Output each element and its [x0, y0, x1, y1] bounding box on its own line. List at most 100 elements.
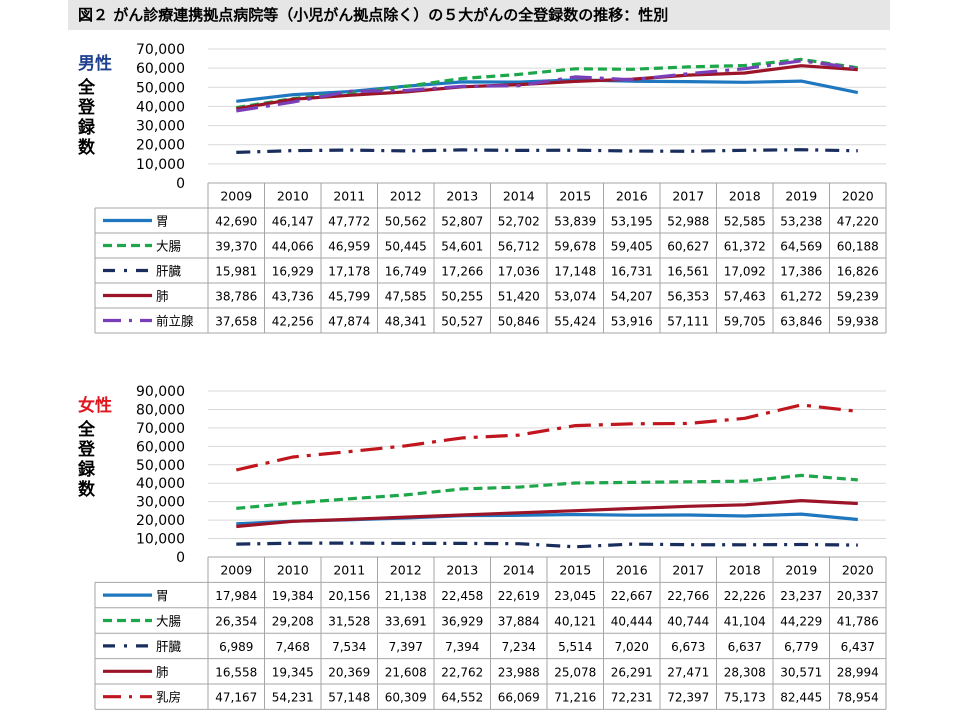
- data-label: 21,608: [385, 665, 427, 679]
- data-label: 41,104: [724, 615, 766, 629]
- legend-label: 胃: [156, 588, 169, 603]
- y-axis-label: 全登録数: [77, 77, 96, 158]
- legend-label: 大腸: [156, 239, 182, 254]
- data-label: 19,345: [272, 665, 314, 679]
- data-label: 26,354: [215, 615, 257, 629]
- x-tick-label: 2018: [729, 563, 761, 578]
- y-tick-label: 70,000: [136, 421, 185, 437]
- x-tick-label: 2014: [503, 189, 535, 204]
- data-label: 45,799: [328, 290, 370, 304]
- data-label: 38,786: [215, 290, 257, 304]
- data-label: 46,147: [272, 215, 314, 229]
- data-label: 50,445: [385, 240, 427, 254]
- data-label: 6,437: [841, 640, 875, 654]
- data-label: 7,394: [445, 640, 479, 654]
- data-label: 72,231: [611, 691, 653, 705]
- x-tick-label: 2014: [503, 563, 535, 578]
- data-label: 66,069: [498, 691, 540, 705]
- data-label: 57,463: [724, 290, 766, 304]
- data-label: 52,585: [724, 215, 766, 229]
- data-label: 6,779: [784, 640, 818, 654]
- data-label: 16,558: [215, 665, 257, 679]
- data-label: 37,884: [498, 615, 540, 629]
- y-tick-label: 50,000: [136, 458, 185, 474]
- data-label: 41,786: [837, 615, 879, 629]
- x-tick-label: 2010: [277, 563, 309, 578]
- x-tick-label: 2013: [446, 563, 478, 578]
- data-label: 60,188: [837, 240, 879, 254]
- data-label: 40,121: [554, 615, 596, 629]
- data-label: 46,959: [328, 240, 370, 254]
- data-label: 47,585: [385, 290, 427, 304]
- data-label: 44,066: [272, 240, 314, 254]
- data-label: 7,468: [276, 640, 310, 654]
- y-tick-label: 60,000: [136, 61, 185, 77]
- legend-label: 肝臓: [156, 264, 182, 279]
- series-line: [236, 59, 859, 113]
- data-label: 17,036: [498, 265, 540, 279]
- data-label: 21,138: [385, 589, 427, 603]
- data-label: 17,092: [724, 265, 766, 279]
- data-label: 20,369: [328, 665, 370, 679]
- y-tick-label: 0: [176, 550, 185, 566]
- data-label: 59,678: [554, 240, 596, 254]
- data-label: 52,807: [441, 215, 483, 229]
- x-tick-label: 2020: [842, 563, 874, 578]
- data-label: 25,078: [554, 665, 596, 679]
- y-tick-label: 20,000: [136, 138, 185, 154]
- x-tick-label: 2011: [333, 563, 365, 578]
- data-label: 40,744: [667, 615, 709, 629]
- x-tick-label: 2009: [220, 563, 252, 578]
- data-label: 60,627: [667, 240, 709, 254]
- data-label: 59,938: [837, 315, 879, 329]
- data-label: 60,309: [385, 691, 427, 705]
- data-label: 37,658: [215, 315, 257, 329]
- y-tick-label: 60,000: [136, 439, 185, 455]
- data-label: 56,712: [498, 240, 540, 254]
- x-tick-label: 2015: [559, 189, 591, 204]
- data-label: 33,691: [385, 615, 427, 629]
- y-tick-label: 50,000: [136, 80, 185, 96]
- data-label: 42,256: [272, 315, 314, 329]
- data-label: 61,272: [780, 290, 822, 304]
- x-tick-label: 2012: [390, 563, 422, 578]
- data-label: 16,749: [385, 265, 427, 279]
- data-label: 6,637: [728, 640, 762, 654]
- data-label: 20,337: [837, 589, 879, 603]
- data-label: 71,216: [554, 691, 596, 705]
- legend-label: 肺: [156, 289, 169, 304]
- data-label: 55,424: [554, 315, 596, 329]
- y-tick-label: 20,000: [136, 513, 185, 529]
- x-tick-label: 2016: [616, 563, 648, 578]
- data-label: 7,020: [615, 640, 649, 654]
- legend-label: 大腸: [156, 614, 182, 629]
- data-label: 57,148: [328, 691, 370, 705]
- data-label: 22,458: [441, 589, 483, 603]
- data-label: 44,229: [780, 615, 822, 629]
- gender-label: 女性: [78, 395, 112, 416]
- data-label: 16,561: [667, 265, 709, 279]
- y-tick-label: 10,000: [136, 532, 185, 548]
- data-label: 16,826: [837, 265, 879, 279]
- data-label: 53,074: [554, 290, 596, 304]
- gender-label: 男性: [78, 53, 112, 74]
- data-label: 53,916: [611, 315, 653, 329]
- series-line: [235, 403, 858, 472]
- data-label: 16,731: [611, 265, 653, 279]
- y-tick-label: 40,000: [136, 476, 185, 492]
- data-label: 53,195: [611, 215, 653, 229]
- legend-label: 肺: [156, 664, 169, 679]
- data-label: 22,762: [441, 665, 483, 679]
- data-label: 15,981: [215, 265, 257, 279]
- data-label: 47,772: [328, 215, 370, 229]
- data-label: 53,238: [780, 215, 822, 229]
- data-label: 54,601: [441, 240, 483, 254]
- data-label: 59,705: [724, 315, 766, 329]
- series-line: [236, 498, 858, 529]
- data-label: 47,167: [215, 691, 257, 705]
- data-label: 64,569: [780, 240, 822, 254]
- data-label: 23,988: [498, 665, 540, 679]
- data-label: 39,370: [215, 240, 257, 254]
- y-tick-label: 90,000: [136, 384, 185, 400]
- x-tick-label: 2013: [446, 189, 478, 204]
